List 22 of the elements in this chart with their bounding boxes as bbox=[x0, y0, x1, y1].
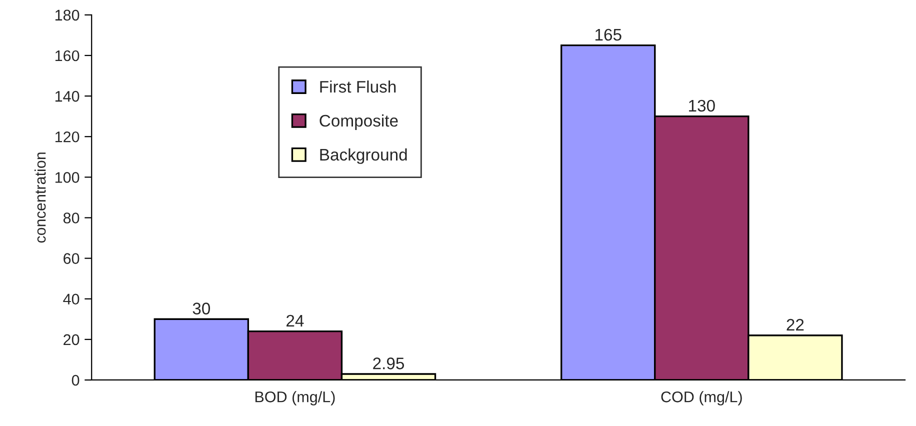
legend-label: Composite bbox=[320, 114, 398, 130]
legend-label: Background bbox=[320, 148, 407, 164]
y-tick-label: 100 bbox=[55, 172, 80, 183]
y-axis-title: concentration bbox=[34, 152, 46, 243]
y-tick-label: 120 bbox=[55, 131, 80, 142]
data-label: 24 bbox=[286, 314, 304, 326]
y-tick-label: 20 bbox=[64, 334, 80, 346]
data-label: 2.95 bbox=[373, 358, 404, 370]
data-label: 22 bbox=[786, 318, 804, 331]
data-label: 30 bbox=[192, 302, 210, 314]
x-tick-label: COD (mg/L) bbox=[661, 391, 742, 406]
y-tick-label: 0 bbox=[72, 374, 80, 386]
y-tick-label: 60 bbox=[64, 253, 80, 264]
y-tick-label: 80 bbox=[63, 212, 80, 224]
y-tick-label: 160 bbox=[55, 50, 80, 62]
data-label: 165 bbox=[595, 28, 622, 41]
y-tick-label: 40 bbox=[63, 294, 80, 305]
y-tick-label: 180 bbox=[55, 10, 80, 21]
x-tick-label: BOD (mg/L) bbox=[255, 391, 335, 406]
y-tick-label: 140 bbox=[55, 90, 80, 102]
data-label: 130 bbox=[689, 100, 715, 112]
legend-label: First Flush bbox=[320, 80, 396, 93]
